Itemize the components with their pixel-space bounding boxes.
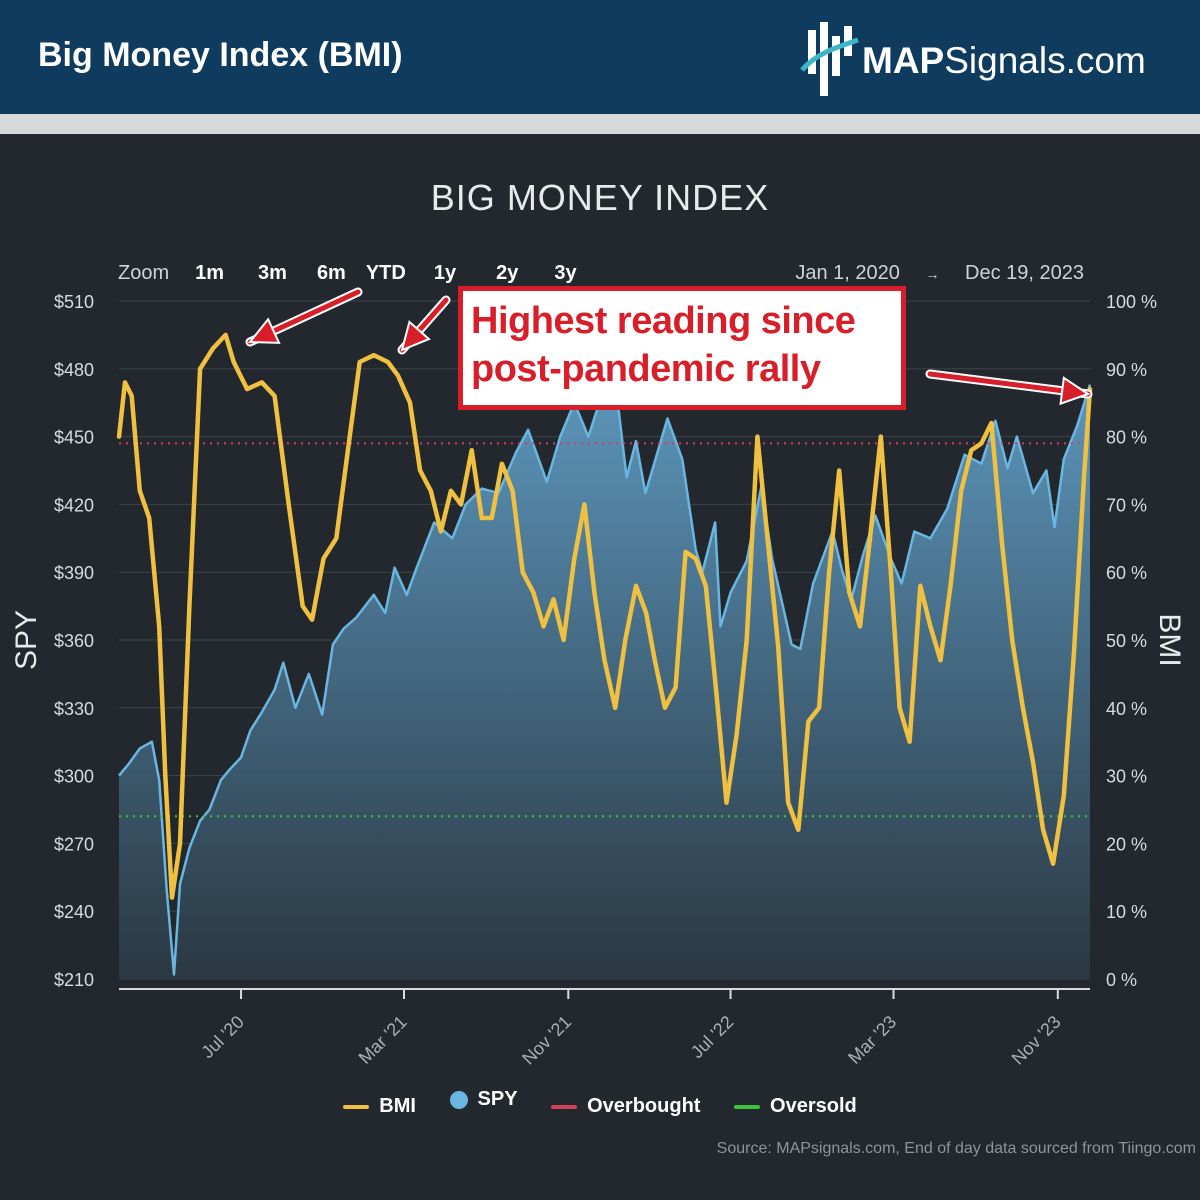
date-range: Jan 1, 2020 → Dec 19, 2023 (795, 262, 1084, 285)
x-tick-label: Mar '21 (355, 1012, 411, 1068)
spy-area (119, 380, 1090, 980)
mapsignals-logo: MAPSignals.com (800, 18, 1180, 100)
spy-dot-icon (449, 1090, 468, 1109)
header-divider (0, 114, 1200, 134)
zoom-3y-button[interactable]: 3y (554, 262, 577, 284)
y-left-tick-label: $420 (54, 495, 94, 515)
annotation-callout: Highest reading since post-pandemic rall… (458, 286, 906, 410)
y-left-tick-label: $510 (54, 292, 94, 312)
y-right-tick-label: 100 % (1106, 292, 1157, 312)
chart-title: BIG MONEY INDEX (431, 177, 769, 218)
zoom-3m-button[interactable]: 3m (258, 262, 287, 284)
x-tick-label: Nov '23 (1008, 1012, 1065, 1069)
y-right-tick-label: 50 % (1106, 631, 1147, 651)
bmi-series-line (116, 332, 1093, 900)
zoom-1y-button[interactable]: 1y (433, 262, 457, 284)
annotation-line-1: Highest reading since (471, 300, 856, 342)
zoom-1m-button[interactable]: 1m (195, 262, 225, 284)
x-tick-label: Jul '20 (197, 1012, 248, 1063)
y-right-tick-label: 70 % (1106, 495, 1147, 515)
source-note: Source: MAPsignals.com, End of day data … (716, 1140, 1196, 1157)
header-bar: Big Money Index (BMI) MAPSignals.com (0, 0, 1200, 114)
y-left-tick-label: $330 (54, 699, 94, 719)
x-tick-label: Jul '22 (687, 1012, 738, 1063)
zoom-label: Zoom (118, 262, 170, 284)
overbought-line-icon (551, 1104, 578, 1109)
spy-series-line (118, 378, 1092, 976)
zoom-2y-button[interactable]: 2y (496, 262, 519, 284)
y-right-tick-label: 60 % (1106, 563, 1147, 583)
y-left-tick-label: $210 (54, 970, 94, 990)
y-right-tick-label: 30 % (1106, 767, 1147, 787)
bmi-line-icon (343, 1104, 370, 1109)
legend-item-bmi[interactable]: BMI (343, 1095, 416, 1118)
logo-mark-icon (800, 22, 859, 96)
zoom-6m-button[interactable]: 6m (316, 262, 346, 284)
y-left-tick-label: $450 (54, 428, 94, 448)
page-title: Big Money Index (BMI) (38, 36, 403, 74)
annotation-line-2: post-pandemic rally (471, 348, 821, 390)
y-right-tick-label: 80 % (1106, 428, 1147, 448)
y-left-tick-label: $390 (54, 563, 94, 583)
y-left-tick-label: $360 (54, 631, 94, 651)
y-left-tick-label: $270 (54, 834, 94, 854)
legend-label-bmi: BMI (379, 1095, 416, 1117)
y-left-tick-label: $240 (54, 902, 94, 922)
y-right-tick-label: 40 % (1106, 699, 1147, 719)
legend-item-oversold[interactable]: Oversold (734, 1095, 857, 1118)
chart-panel: BIG MONEY INDEX Jul '20 Mar '21 Nov '21 Jul … (0, 134, 1200, 1200)
chart-legend: BMI SPY Overbought Oversold (0, 1088, 1200, 1118)
zoom-ytd-button[interactable]: YTD (365, 262, 406, 284)
arrow-jul20-head-icon (247, 317, 281, 344)
legend-label-spy: SPY (477, 1088, 518, 1110)
range-from-input[interactable]: Jan 1, 2020 (795, 262, 900, 284)
oversold-line-icon (734, 1104, 761, 1109)
y-right-tick-label: 90 % (1106, 360, 1147, 380)
y-left-axis-title: SPY (10, 610, 43, 670)
arrow-mar21-head-icon (400, 320, 431, 352)
x-tick-label: Nov '21 (518, 1012, 575, 1069)
range-to-input[interactable]: Dec 19, 2023 (965, 262, 1084, 284)
x-tick-label: Mar '23 (844, 1012, 900, 1068)
y-right-tick-label: 10 % (1106, 902, 1147, 922)
y-left-tick-label: $480 (54, 360, 94, 380)
y-left-tick-label: $300 (54, 767, 94, 787)
y-right-tick-label: 20 % (1106, 834, 1147, 854)
arrow-dec23-head-icon (1059, 376, 1091, 406)
legend-label-oversold: Oversold (770, 1095, 857, 1117)
zoom-selector: Zoom 1m 3m 6m YTD 1y 2y 3y (118, 262, 577, 285)
legend-item-spy[interactable]: SPY (449, 1088, 518, 1111)
logo-text: MAPSignals.com (862, 40, 1146, 81)
range-arrow-icon: → (925, 266, 940, 282)
y-right-tick-label: 0 % (1106, 970, 1137, 990)
legend-item-overbought[interactable]: Overbought (551, 1095, 700, 1118)
legend-label-overbought: Overbought (587, 1095, 701, 1117)
y-right-axis-title: BMI (1153, 613, 1186, 666)
bmi-chart: BIG MONEY INDEX Jul '20 Mar '21 Nov '21 Jul … (10, 177, 1186, 1069)
